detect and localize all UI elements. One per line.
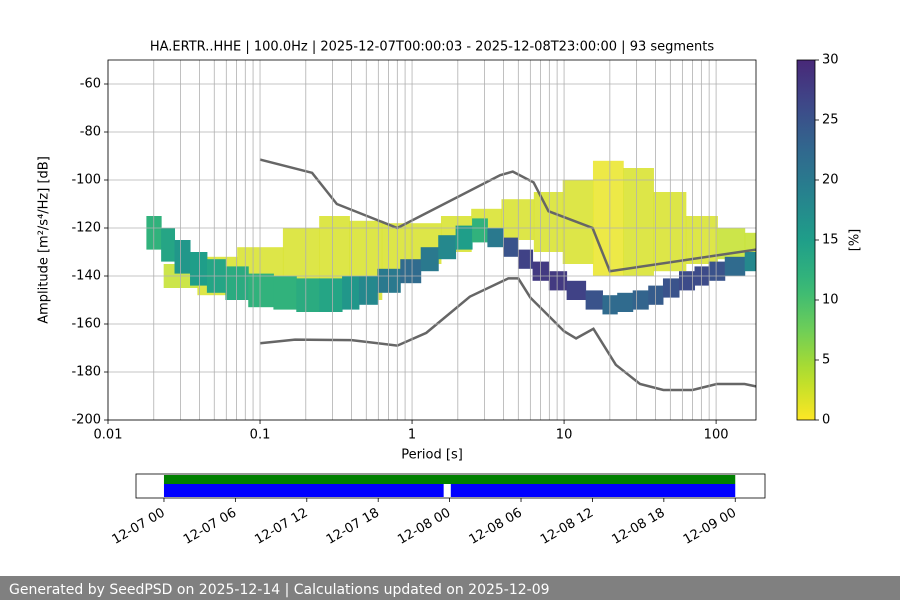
density-column <box>438 235 457 260</box>
footer-text: Generated by SeedPSD on 2025-12-14 | Cal… <box>9 582 550 598</box>
x-tick-label: 10 <box>556 428 573 443</box>
x-axis-label: Period [s] <box>401 448 463 463</box>
timeline-tick-label: 12-08 00 <box>395 506 453 548</box>
y-axis-label: Amplitude [m²/s⁴/Hz] [dB] <box>37 156 52 324</box>
density-column <box>662 278 680 298</box>
x-tick-label: 1 <box>408 428 416 443</box>
footer-bar <box>0 576 900 600</box>
colorbar-tick-label: 25 <box>822 113 839 128</box>
density-column <box>724 256 746 276</box>
y-tick-label: -80 <box>80 125 101 140</box>
timeline-frame <box>135 473 766 499</box>
x-tick-label: 0.1 <box>250 428 271 443</box>
density-column <box>708 261 726 281</box>
density-column <box>342 276 360 310</box>
timeline-tick-label: 12-07 00 <box>110 506 168 548</box>
chart-title: HA.ERTR..HHE | 100.0Hz | 2025-12-07T00:0… <box>150 40 715 55</box>
density-column <box>296 278 320 312</box>
density-column <box>501 199 535 240</box>
colorbar-tick-label: 15 <box>822 233 839 248</box>
y-tick-label: -120 <box>71 221 101 236</box>
density-column <box>190 252 208 286</box>
density-column <box>455 225 473 250</box>
coverage-bar <box>450 484 736 497</box>
density-column <box>617 292 634 312</box>
density-column <box>744 252 756 272</box>
density-column <box>517 249 534 269</box>
y-tick-label: -100 <box>71 173 101 188</box>
density-column <box>623 168 654 276</box>
colorbar-tick-label: 30 <box>822 53 839 68</box>
y-tick-label: -140 <box>71 269 101 284</box>
colorbar-tick-label: 0 <box>822 413 830 428</box>
timeline-tick-label: 12-07 18 <box>324 506 382 548</box>
density-column <box>420 247 439 272</box>
density-column <box>377 268 401 293</box>
density-column <box>533 192 564 252</box>
plot-area <box>146 158 756 392</box>
timeline-tick-label: 12-08 12 <box>538 506 596 548</box>
density-column <box>358 276 378 305</box>
density-column <box>174 240 191 274</box>
timeline-tick-label: 12-07 12 <box>252 506 310 548</box>
density-column <box>487 228 504 248</box>
x-tick-label: 0.01 <box>94 428 123 443</box>
y-tick-label: -180 <box>71 365 101 380</box>
x-tick-label: 100 <box>704 428 729 443</box>
timeline-tick-label: 12-07 06 <box>181 506 239 548</box>
timeline-tick-label: 12-09 00 <box>681 506 739 548</box>
density-column <box>592 160 624 276</box>
density-column <box>632 290 649 310</box>
density-column <box>653 192 687 272</box>
density-column <box>744 232 756 252</box>
coverage-bar <box>163 475 736 484</box>
density-column <box>532 261 550 281</box>
density-column <box>472 218 488 243</box>
density-column <box>400 259 422 284</box>
density-column <box>566 280 587 300</box>
colorbar-tick-label: 10 <box>822 293 839 308</box>
density-column <box>273 276 297 310</box>
plot-frame <box>107 59 757 421</box>
density-column <box>585 290 603 310</box>
y-tick-label: -60 <box>80 77 101 92</box>
timeline-tick-label: 12-08 06 <box>467 506 525 548</box>
density-column <box>319 278 343 312</box>
coverage-bar <box>163 484 444 497</box>
y-tick-label: -200 <box>71 413 101 428</box>
density-column <box>248 273 274 308</box>
noise-model-line <box>259 158 756 273</box>
colorbar-tick-label: 20 <box>822 173 839 188</box>
timeline-tick-label: 12-08 18 <box>609 506 667 548</box>
density-column <box>503 237 519 257</box>
colorbar-label: [%] <box>848 229 863 252</box>
colorbar <box>796 59 816 421</box>
density-column <box>161 228 176 262</box>
y-tick-label: -160 <box>71 317 101 332</box>
colorbar-tick-label: 5 <box>822 353 830 368</box>
density-column <box>225 266 249 300</box>
